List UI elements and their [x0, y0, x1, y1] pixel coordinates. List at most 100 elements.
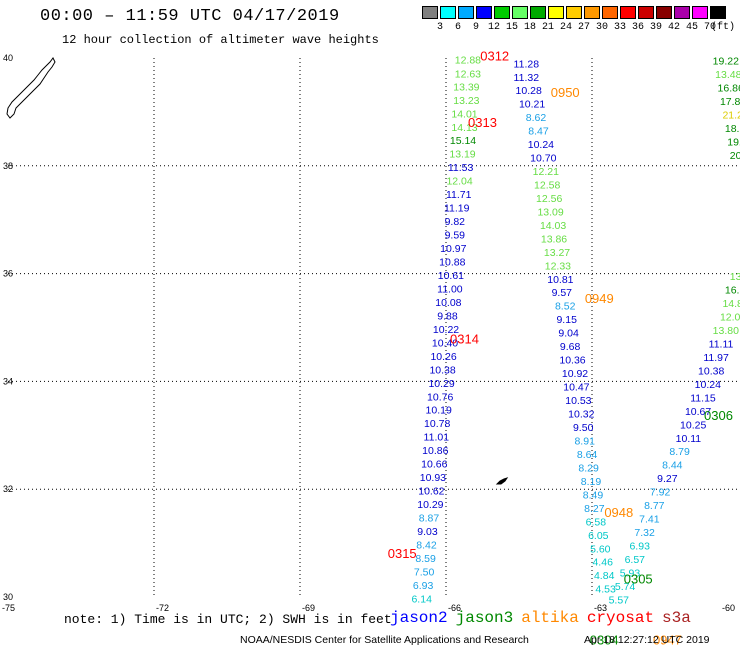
wave-height-label: 10.66	[421, 459, 447, 471]
colorbar-tick: 36	[631, 22, 644, 33]
pass-time-label: 0313	[468, 115, 497, 130]
wave-height-label: 13.48	[715, 69, 740, 81]
longitude-tick-label: -72	[156, 603, 169, 613]
colorbar-tick: 45	[685, 22, 698, 33]
pass-time-label: 0312	[480, 49, 509, 64]
wave-height-label: 10.26	[430, 351, 456, 363]
latitude-tick-label: 34	[3, 376, 13, 386]
colorbar-tick: 27	[577, 22, 590, 33]
colorbar-swatch	[656, 6, 672, 19]
wave-height-label: 14.13	[451, 122, 477, 134]
legend-altika: altika	[521, 609, 579, 627]
latitude-tick-label: 32	[3, 484, 13, 494]
wave-height-label: 10.70	[530, 153, 556, 165]
wave-height-label: 9.50	[573, 422, 594, 434]
wave-height-label: 10.19	[426, 405, 452, 417]
colorbar-tick: 15	[505, 22, 518, 33]
wave-height-label: 10.97	[440, 243, 466, 255]
wave-height-label: 12.88	[455, 54, 481, 66]
wave-height-label: 9.82	[445, 216, 466, 228]
wave-height-label: 4.84	[594, 570, 615, 582]
colorbar-tick: 39	[649, 22, 662, 33]
wave-height-label: 10.86	[422, 445, 448, 457]
latitude-tick-label: 38	[3, 161, 13, 171]
wave-height-label: 10.08	[435, 297, 461, 309]
wave-height-label: 11.01	[424, 432, 450, 444]
wave-height-label: 11.71	[446, 189, 472, 201]
wave-height-label: 8.47	[528, 126, 549, 138]
legend-jason3: jason3	[455, 609, 514, 627]
colorbar-unit: (ft)	[710, 22, 735, 33]
map-grid	[8, 58, 738, 597]
wave-height-label: 12.21	[533, 166, 559, 178]
nova-scotia-coastline	[6, 57, 56, 119]
wave-height-label: 10.24	[695, 379, 721, 391]
wave-height-label: 8.91	[574, 436, 595, 448]
colorbar-tick: 9	[472, 22, 479, 33]
wave-height-label: 8.64	[577, 449, 598, 461]
wave-height-label: 10.38	[698, 365, 724, 377]
wave-height-label: 13.80	[713, 325, 739, 337]
wave-height-label: 4.53	[595, 584, 616, 596]
colorbar-tick: 33	[613, 22, 626, 33]
wave-height-label: 8.19	[581, 476, 602, 488]
wave-height-label: 9.15	[556, 314, 577, 326]
wave-height-label: 19.92	[727, 136, 740, 148]
wave-height-label: 10.61	[438, 270, 464, 282]
wave-height-label: 14.03	[540, 220, 566, 232]
wave-height-label: 11.15	[690, 392, 716, 404]
track-0950: 11.2811.3210.2810.218.628.4710.2410.7012…	[514, 59, 616, 596]
footer-credit: NOAA/NESDIS Center for Satellite Applica…	[240, 634, 529, 646]
colorbar-swatch	[476, 6, 492, 19]
wave-height-label: 8.42	[416, 540, 437, 552]
wave-height-label: 7.41	[639, 514, 660, 526]
latitude-tick-label: 36	[3, 269, 13, 279]
wave-height-label: 6.05	[588, 530, 609, 542]
longitude-tick-label: -69	[302, 603, 315, 613]
legend-jason2: jason2	[390, 609, 448, 627]
wave-height-label: 13.39	[453, 81, 479, 93]
wave-height-label: 13.27	[544, 247, 570, 259]
wave-height-label: 6.57	[625, 554, 646, 566]
wave-height-label: 7.50	[414, 566, 435, 578]
wave-height-label: 10.28	[516, 85, 542, 97]
wave-height-label: 19.22	[713, 56, 739, 68]
longitude-tick-label: -60	[722, 603, 735, 613]
pass-time-label: 0315	[388, 546, 417, 561]
pass-time-label: 0305	[624, 572, 653, 587]
wave-height-label: 10.29	[417, 499, 443, 511]
wave-height-label: 10.62	[418, 486, 444, 498]
wave-height-label: 20.01	[730, 150, 740, 162]
colorbar-tick: 6	[454, 22, 461, 33]
wave-height-label: 13.23	[453, 95, 479, 107]
wave-height-label: 7.92	[650, 487, 671, 499]
colorbar-tick: 21	[541, 22, 554, 33]
colorbar-swatch	[530, 6, 546, 19]
pass-time-label: 0948	[604, 505, 633, 520]
page-title: 00:00 – 11:59 UTC 04/17/2019	[40, 7, 340, 26]
wave-height-label: 6.14	[411, 593, 432, 605]
wave-height-label: 12.04	[446, 176, 472, 188]
wave-height-label: 6.93	[629, 541, 650, 553]
wave-height-label: 10.21	[519, 99, 545, 111]
wave-height-label: 13.86	[541, 233, 567, 245]
latitude-tick-label: 30	[3, 592, 13, 602]
wave-height-label: 8.62	[526, 112, 547, 124]
wave-height-label: 6.58	[586, 516, 607, 528]
coastline	[6, 57, 509, 485]
wave-height-label: 10.32	[568, 409, 594, 421]
colorbar-swatch	[422, 6, 438, 19]
legend-cryosat: cryosat	[586, 609, 655, 627]
longitude-tick-label: -66	[448, 603, 461, 613]
pass-time-label: 0306	[704, 408, 733, 423]
colorbar-swatch	[620, 6, 636, 19]
wave-height-label: 10.22	[433, 324, 459, 336]
wave-height-label: 9.59	[445, 230, 466, 242]
wave-height-label: 10.67	[685, 406, 711, 418]
colorbar-swatch	[710, 6, 726, 19]
colorbar-tick: 70	[703, 22, 716, 33]
wave-height-label: 9.57	[552, 287, 573, 299]
wave-height-label: 14.01	[451, 108, 477, 120]
